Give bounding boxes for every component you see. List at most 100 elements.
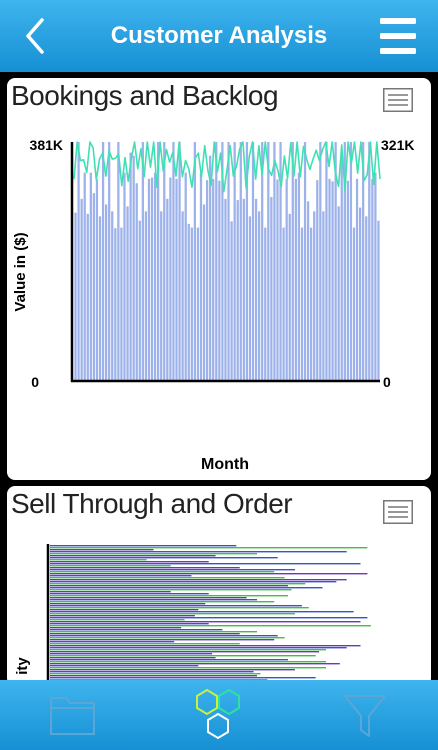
sell-through-bar <box>50 585 289 587</box>
sell-through-bar <box>50 635 278 637</box>
bookings-bar <box>166 198 169 380</box>
bookings-bar <box>377 220 380 380</box>
sell-through-bar <box>50 627 182 629</box>
bookings-bar <box>150 177 154 380</box>
sell-through-bar <box>50 589 292 591</box>
bookings-bar <box>108 142 111 380</box>
bookings-bar <box>325 142 328 380</box>
bookings-bar <box>175 178 178 380</box>
sell-through-bar <box>50 601 275 603</box>
bookings-bar <box>215 142 218 380</box>
bookings-bar <box>147 178 151 380</box>
sell-through-bar <box>50 579 347 581</box>
sell-through-bar <box>50 639 275 641</box>
card-title: Sell Through and Order <box>11 488 293 519</box>
bookings-bar <box>352 227 356 380</box>
bookings-bar <box>355 178 359 380</box>
hamburger-menu-icon[interactable] <box>378 14 418 58</box>
list-details-icon[interactable] <box>383 88 413 112</box>
bookings-bar <box>190 227 193 380</box>
bookings-bar <box>303 142 307 380</box>
bookings-bar <box>285 178 288 380</box>
bookings-bar <box>114 228 117 380</box>
sell-through-bar <box>50 657 216 659</box>
bookings-bar <box>178 142 181 380</box>
sell-through-bar <box>50 599 257 601</box>
folder-icon[interactable] <box>48 686 98 742</box>
sell-through-bar <box>50 623 209 625</box>
bookings-bar <box>205 180 209 380</box>
sell-through-bar <box>50 555 216 557</box>
bookings-bar <box>120 227 123 380</box>
sell-through-bar <box>50 679 268 681</box>
sell-through-bar <box>50 561 209 563</box>
list-details-icon[interactable] <box>383 500 413 524</box>
bookings-bar <box>77 142 80 380</box>
sell-through-bar <box>50 607 309 609</box>
bookings-backlog-chart: 381K 0 321K 0 Value in ($) Month <box>12 137 414 473</box>
bookings-bar <box>291 142 294 380</box>
sell-through-bar <box>50 611 354 613</box>
bookings-bar <box>267 142 270 380</box>
bookings-bar <box>334 142 337 380</box>
sell-through-bar <box>50 637 285 639</box>
sell-through-bar <box>50 641 175 643</box>
sell-through-bar <box>50 549 154 551</box>
bookings-bar <box>319 142 322 380</box>
bookings-bar <box>258 211 261 380</box>
sell-through-bar <box>50 593 209 595</box>
bookings-bar <box>193 142 196 380</box>
sell-through-bar <box>50 665 199 667</box>
bookings-bar <box>80 198 83 380</box>
bookings-bar <box>169 177 172 380</box>
bookings-bar <box>242 198 245 380</box>
sell-through-bar <box>50 677 316 679</box>
bookings-bar <box>86 213 89 380</box>
sell-through-bar <box>50 633 240 635</box>
bookings-bar <box>74 212 77 380</box>
sell-through-bar <box>50 609 199 611</box>
bookings-bar <box>322 211 325 380</box>
right-axis-tick-min: 0 <box>383 374 391 390</box>
bookings-bar <box>129 152 132 380</box>
sell-through-bar <box>50 613 295 615</box>
bookings-bar <box>294 178 297 380</box>
bookings-bar <box>196 227 200 380</box>
sell-through-bar <box>50 675 257 677</box>
bookings-bar <box>92 193 96 380</box>
bookings-bar <box>209 155 212 380</box>
bookings-bar <box>270 196 273 380</box>
bookings-bar <box>340 155 343 380</box>
bookings-bar <box>83 172 86 380</box>
bookings-bar <box>233 142 236 380</box>
bookings-bar <box>224 198 227 380</box>
sell-through-bar <box>50 563 361 565</box>
sell-through-bar <box>50 631 257 633</box>
sell-through-bar <box>50 603 206 605</box>
sell-through-bar <box>50 621 361 623</box>
sell-through-bar <box>50 651 320 653</box>
bookings-bar <box>126 206 129 380</box>
left-axis-tick-min: 0 <box>31 374 39 390</box>
sell-through-bar <box>50 583 306 585</box>
bookings-bar <box>264 227 267 380</box>
bookings-bar <box>227 142 230 380</box>
bookings-bar <box>117 142 120 380</box>
bookings-bar <box>184 172 187 380</box>
bookings-bar <box>261 142 264 380</box>
chevron-left-icon[interactable] <box>20 14 54 58</box>
sell-through-bar <box>50 569 295 571</box>
hexagons-icon[interactable] <box>190 686 246 744</box>
sell-through-card: ity Sell Through and Order <box>7 486 431 686</box>
sell-through-bar <box>50 667 326 669</box>
filter-icon[interactable] <box>342 686 388 742</box>
sell-through-bar <box>50 551 347 553</box>
sell-through-bar <box>50 545 237 547</box>
sell-through-bar <box>50 573 368 575</box>
bookings-bar <box>316 180 319 380</box>
bookings-bar <box>218 180 221 380</box>
backlog-series-line <box>73 141 381 193</box>
bookings-bar <box>346 180 349 380</box>
sell-through-bar <box>50 653 213 655</box>
sell-through-bar <box>50 575 192 577</box>
